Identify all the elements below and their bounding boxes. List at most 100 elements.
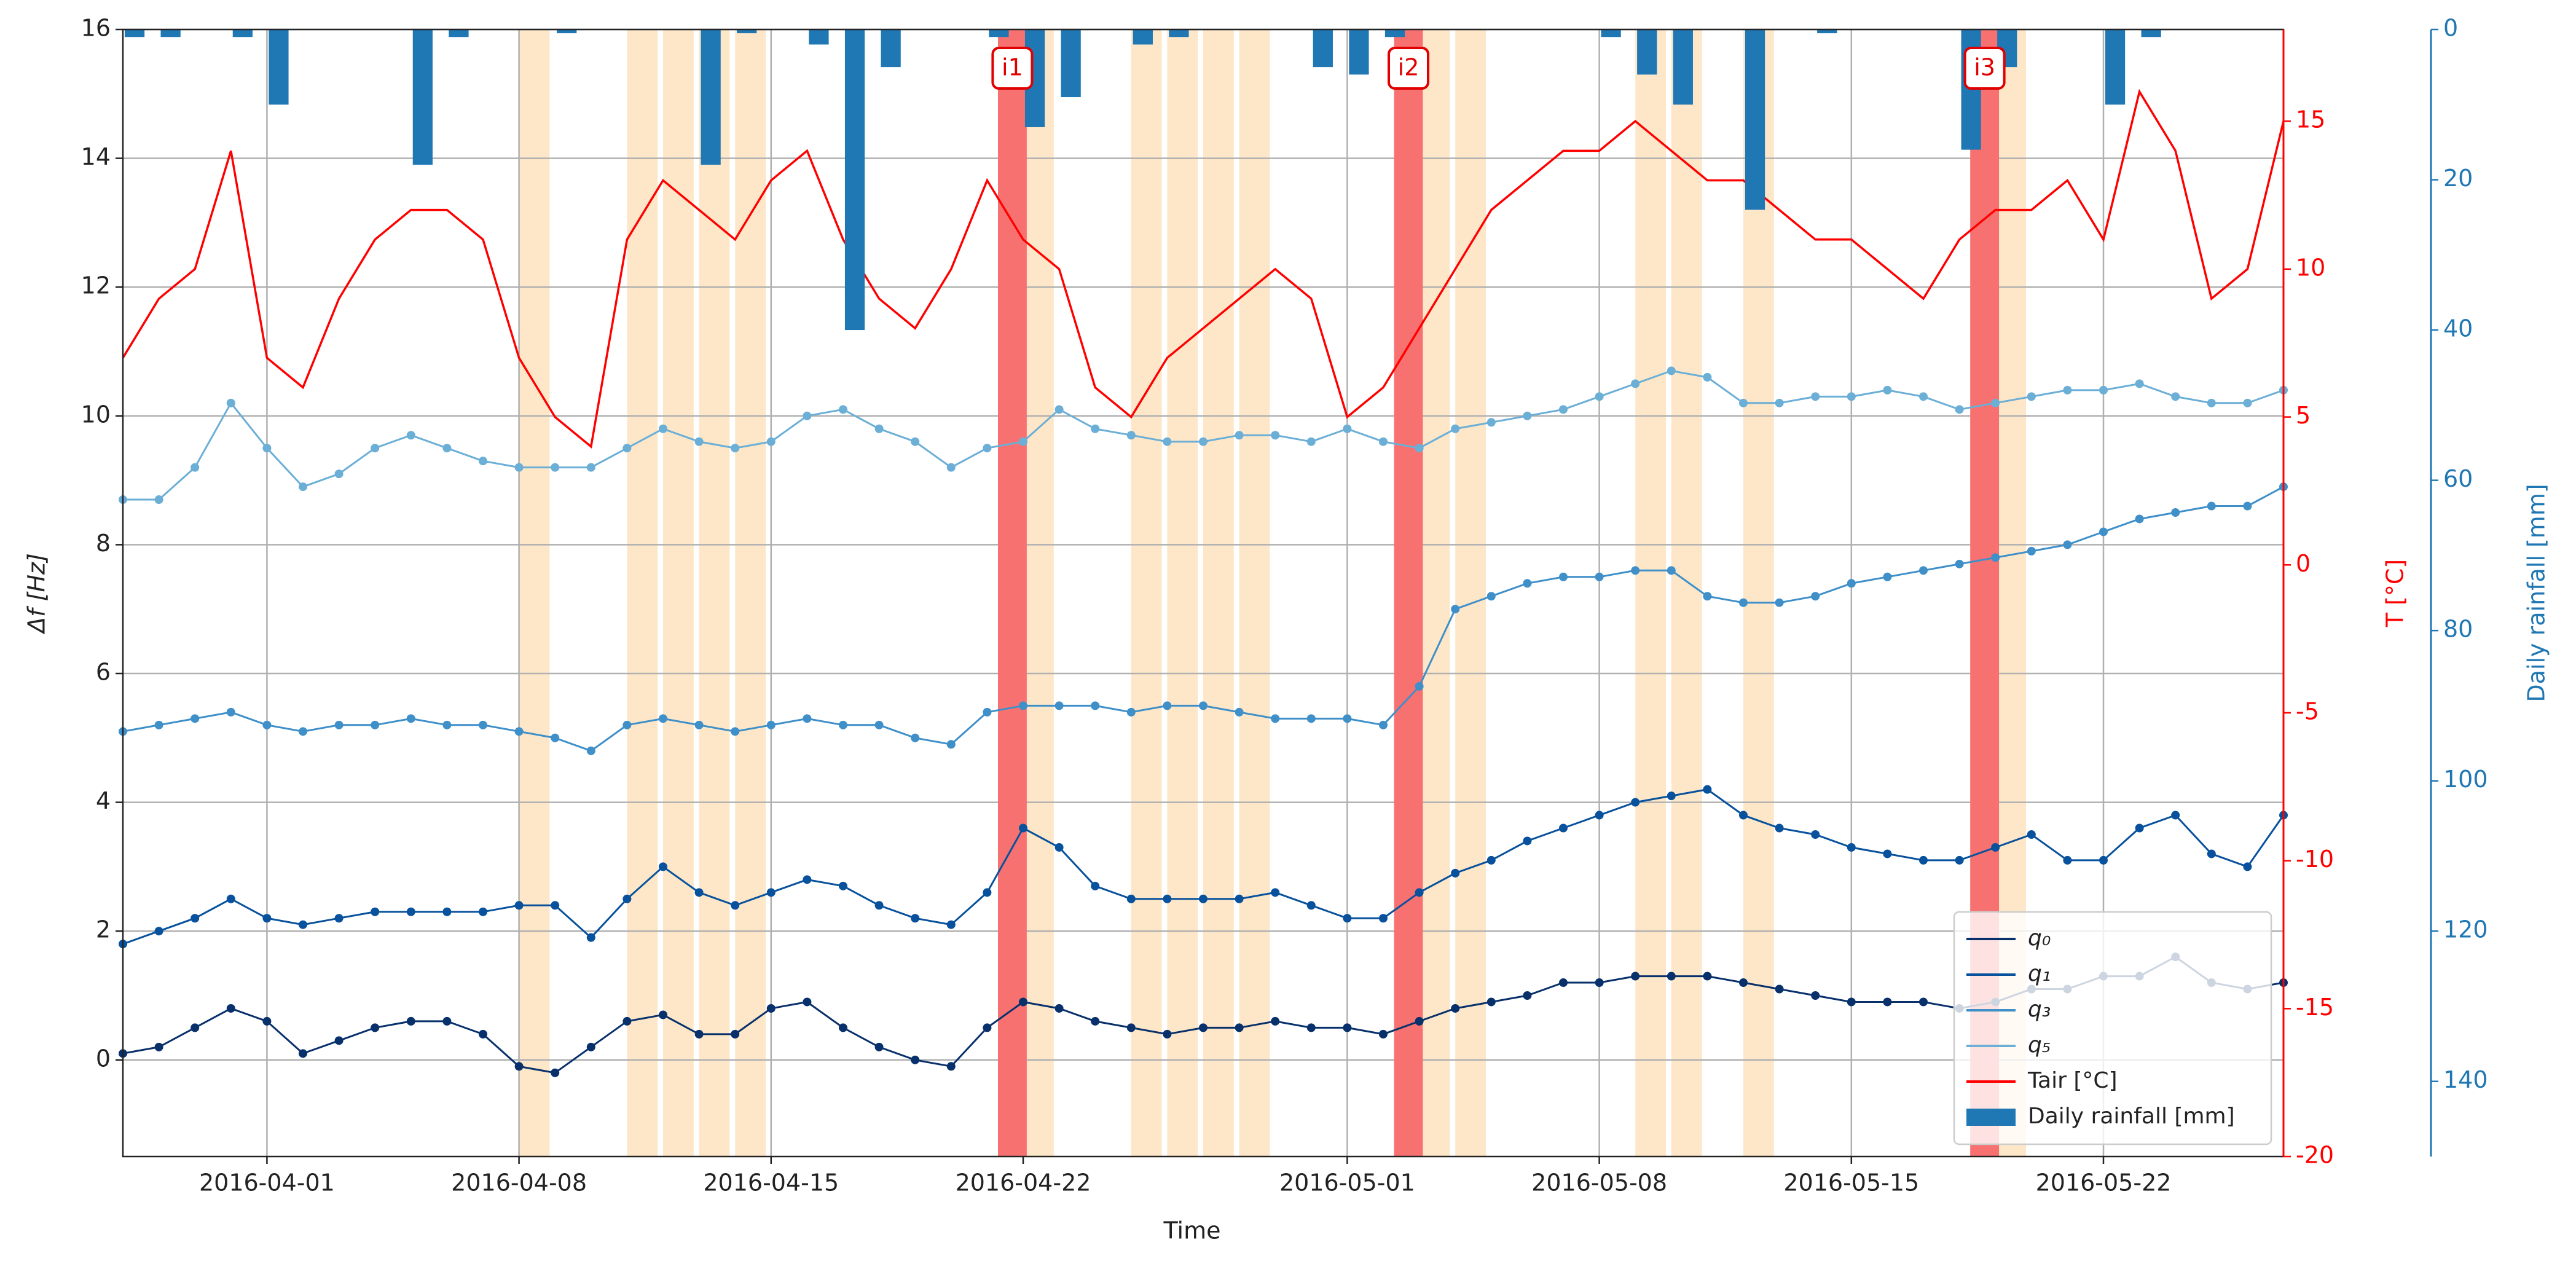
series-dot [371,720,380,729]
series-dot [659,862,667,871]
rain-bar [1384,29,1405,37]
series-dot [1019,437,1027,446]
series-dot [1199,1023,1208,1032]
series-dot [1343,424,1352,433]
series-dot [2027,546,2036,556]
highlight-day [1743,29,1774,1157]
y3-tick-label: 120 [2443,916,2488,943]
series-dot [659,1010,667,1019]
series-dot [226,707,235,717]
highlight-day [1203,29,1234,1157]
series-dot [622,720,632,729]
rain-bar [1313,29,1333,68]
series-dot [1559,572,1568,581]
series-dot [226,894,235,903]
series-dot [2171,811,2180,820]
series-dot [586,463,595,472]
y3-tick-label: 0 [2443,15,2458,42]
y2-tick-label: 10 [2296,254,2325,281]
series-dot [911,1055,920,1064]
series-dot [1235,894,1244,903]
series-dot [694,888,704,897]
series-dot [731,901,740,910]
series-dot [1667,972,1676,981]
highlight-day [1131,29,1162,1157]
series-dot [622,894,632,903]
series-dot [874,424,884,433]
series-dot [1415,1016,1424,1026]
legend-box [1953,911,2272,1145]
series-dot [839,1023,847,1032]
y-tick-label: 0 [96,1045,111,1072]
event-label-box [1388,47,1430,90]
series-dot [1847,392,1856,401]
series-dot [1126,707,1136,717]
series-dot [2135,514,2144,524]
highlight-day [735,29,766,1157]
series-dot [1703,972,1712,981]
series-dot [1271,1016,1280,1026]
highlight-day [1239,29,1270,1157]
y2-tick-label: 5 [2296,402,2311,429]
x-tick-label: 2016-05-22 [2036,1169,2172,1196]
series-dot [983,1023,992,1032]
series-dot [1091,1016,1100,1026]
y3-tick-label: 80 [2443,616,2473,643]
series-dot [2099,855,2108,865]
rain-bar [412,29,433,165]
highlight-day [1455,29,1486,1157]
x-tick-label: 2016-04-15 [703,1169,839,1196]
highlight-day [519,29,550,1157]
series-dot [2243,862,2252,871]
series-dot [1847,843,1856,852]
series-dot [1415,682,1424,691]
event-band [1394,29,1423,1157]
legend-label: q₁ [2028,961,2051,986]
rain-bar [844,29,865,331]
series-dot [371,1023,380,1032]
series-dot [2027,392,2036,401]
rain-bar [269,29,289,105]
y2-tick-label: 0 [2296,550,2311,577]
series-dot [226,1004,235,1013]
rain-bar [881,29,901,68]
series-dot [1306,437,1316,446]
series-dot [839,720,847,729]
x-tick-label: 2016-05-08 [1531,1169,1667,1196]
series-dot [1271,431,1280,440]
highlight-day [663,29,694,1157]
y3-tick-label: 40 [2443,315,2473,342]
series-dot [299,727,307,736]
highlight-day [1635,29,1667,1157]
series-dot [1631,379,1640,388]
series-dot [911,437,920,446]
series-dot [1991,553,2000,562]
rain-bar [449,29,469,37]
series-dot [1991,843,2000,852]
series-dot [1199,437,1208,446]
y-tick-label: 8 [96,530,111,557]
series-dot [659,424,667,433]
series-dot [154,495,163,505]
rain-bar [1637,29,1657,75]
series-dot [1703,372,1712,382]
series-dot [1163,1029,1172,1039]
series-dot [803,997,812,1007]
series-dot [1631,798,1640,807]
series-dot [586,933,595,942]
series-dot [514,1062,524,1071]
series-dot [1091,424,1100,433]
series-dot [334,914,344,923]
series-dot [1847,997,1856,1007]
series-dot [1343,714,1352,723]
series-dot [731,1029,740,1039]
y-axis-label: Δf [Hz] [23,553,50,635]
series-dot [1054,405,1064,414]
series-dot [334,1036,344,1045]
series-dot [2207,849,2216,858]
series-dot [514,727,524,736]
series-dot [551,733,560,742]
series-dot [514,901,524,910]
series-dot [190,914,200,923]
